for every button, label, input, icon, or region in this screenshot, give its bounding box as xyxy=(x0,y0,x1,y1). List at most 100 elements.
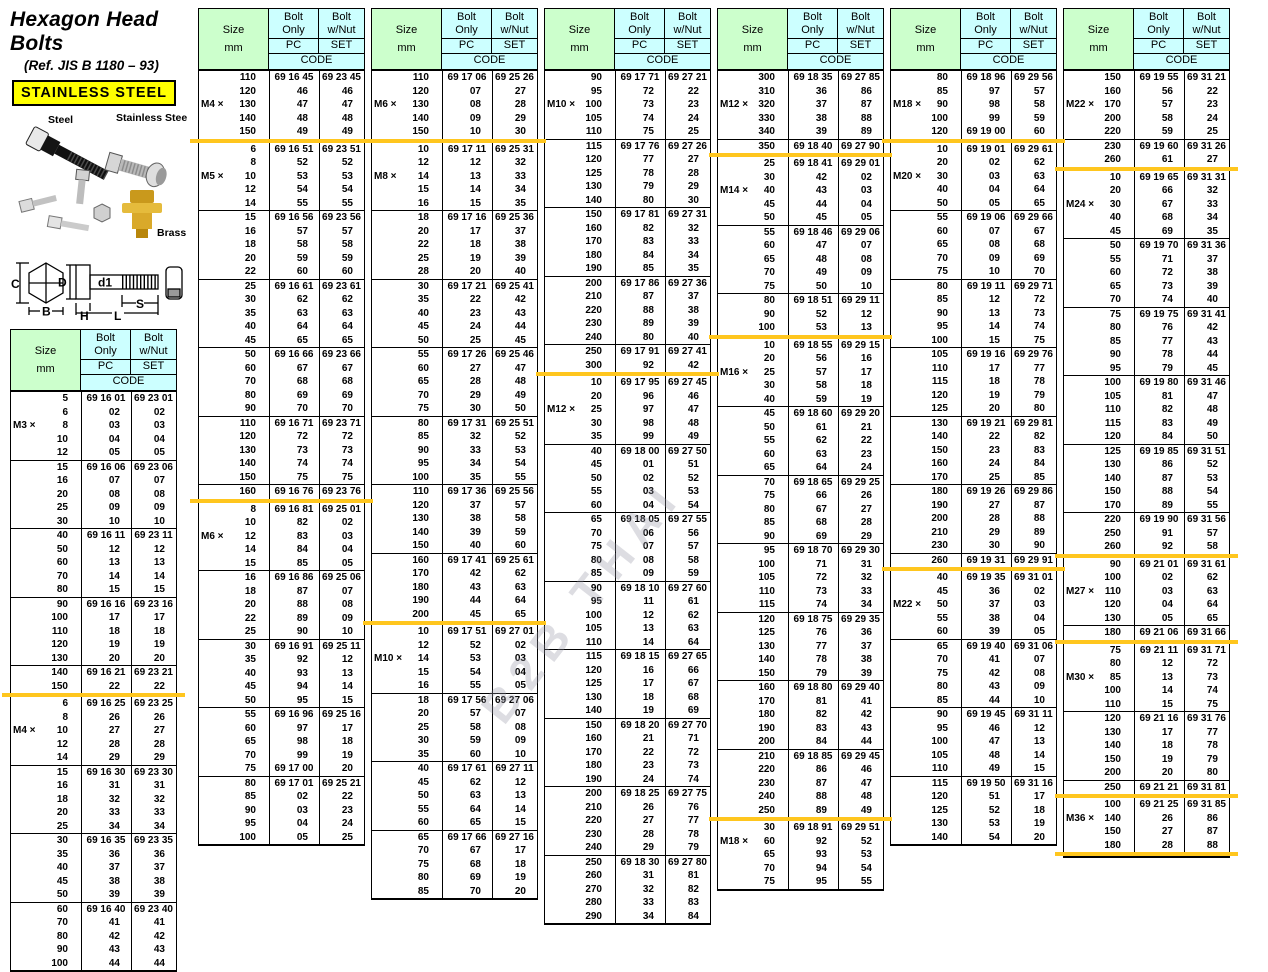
set-code-cell: 69 25 51 xyxy=(492,416,537,430)
pc-code-cell: 69 16 25 xyxy=(81,697,131,711)
set-code-cell: 25 xyxy=(665,125,710,139)
size-cell: 80 xyxy=(244,389,256,401)
table-row: 30 58 18 xyxy=(718,379,883,393)
size-cell: 15 xyxy=(56,461,68,473)
set-code-cell: 62 xyxy=(492,567,537,581)
table-row: 100 12 62 xyxy=(545,608,710,622)
size-cell: 18 xyxy=(56,793,68,805)
set-code-cell: 19 xyxy=(319,748,364,762)
set-code-cell: 70 xyxy=(1011,265,1056,279)
set-code-cell: 69 29 91 xyxy=(1011,553,1056,567)
size-cell: 25 xyxy=(244,280,256,292)
size-cell: 18 xyxy=(417,212,429,223)
table-row: 100 02 62 xyxy=(1064,571,1229,585)
size-cell: 100 xyxy=(1104,572,1121,583)
size-cell: 110 xyxy=(412,486,429,497)
size-cell: 100 xyxy=(585,609,602,621)
pc-code-cell: 45 xyxy=(442,607,492,621)
size-cell: 130 xyxy=(585,181,602,192)
table-row: 130 18 68 xyxy=(545,690,710,704)
pc-code-cell: 69 19 75 xyxy=(1134,307,1184,321)
size-cell: 10 xyxy=(56,433,68,445)
pc-code-cell: 69 17 16 xyxy=(442,211,492,225)
size-cell: 75 xyxy=(417,403,429,414)
table-row: 35 99 49 xyxy=(545,430,710,444)
set-code-cell: 17 xyxy=(492,844,537,858)
size-cell: 8 xyxy=(62,711,68,723)
pc-code-cell: 69 21 11 xyxy=(1134,643,1184,657)
table-row: 230 69 19 60 69 31 26 xyxy=(1064,139,1229,153)
set-code-cell: 44 xyxy=(1184,348,1229,362)
set-code-cell: 84 xyxy=(665,909,710,923)
table-row: 75 42 08 xyxy=(891,666,1056,680)
set-code-cell: 74 xyxy=(1184,684,1229,698)
table-row: 170 83 33 xyxy=(545,235,710,249)
table-body: 110 69 17 06 69 25 26 120 07 27 M6 × 130 08 28 140… xyxy=(363,71,546,900)
table-row: 20 88 08 xyxy=(199,598,364,612)
size-cell: 30 xyxy=(763,822,775,833)
table-row: 100 69 21 25 69 31 85 xyxy=(1064,798,1229,812)
size-cell: 125 xyxy=(585,167,602,179)
set-code-cell: 77 xyxy=(1184,725,1229,739)
pc-code-cell: 67 xyxy=(442,844,492,858)
pc-code-cell: 62 xyxy=(269,293,319,307)
table-row: 130 69 19 21 69 29 81 xyxy=(891,416,1056,430)
size-cell: 45 xyxy=(936,585,948,597)
pc-code-cell: 69 16 61 xyxy=(269,279,319,293)
set-code-cell: 69 29 20 xyxy=(838,407,883,421)
size-cell: 60 xyxy=(1109,267,1121,278)
set-code-cell: 77 xyxy=(665,814,710,828)
size-cell: 85 xyxy=(590,568,602,579)
table-row: M6 × 130 08 28 xyxy=(372,98,537,112)
table-row: 90 69 16 16 69 23 16 xyxy=(11,597,176,611)
stainless-photo-label: Stainless Steel xyxy=(116,112,188,124)
pc-code-cell: 69 18 35 xyxy=(788,71,838,85)
pc-code-cell: 97 xyxy=(615,403,665,417)
pc-code-cell: 84 xyxy=(269,543,319,557)
table-row: 35 92 12 xyxy=(199,653,364,667)
pc-code-cell: 69 19 26 xyxy=(961,485,1011,499)
table-row: 35 22 42 xyxy=(372,293,537,307)
size-cell: 30 xyxy=(56,835,68,846)
set-code-cell: 48 xyxy=(1184,403,1229,417)
set-code-cell: 28 xyxy=(492,98,537,112)
table-row: 60 04 54 xyxy=(545,498,710,512)
table-row: M12 × 25 97 47 xyxy=(545,403,710,417)
pc-code-cell: 98 xyxy=(269,735,319,749)
table-row: 50 63 13 xyxy=(372,789,537,803)
size-cell: 16 xyxy=(244,572,256,583)
table-row: 15 54 04 xyxy=(372,665,537,679)
size-cell: 65 xyxy=(763,462,775,473)
set-code-cell: 69 31 56 xyxy=(1184,513,1229,527)
pc-code-cell: 62 xyxy=(788,434,838,448)
family-divider xyxy=(1055,553,1238,558)
set-code-cell: 80 xyxy=(1011,402,1056,416)
table-row: 110 69 17 36 69 25 56 xyxy=(372,485,537,499)
table-row: 22 89 09 xyxy=(199,611,364,625)
table-row: 170 42 62 xyxy=(372,567,537,581)
dimension-diagram: C B D d1 H S L xyxy=(11,262,183,323)
size-cell: 30 xyxy=(417,735,429,746)
table-row: 220 27 77 xyxy=(545,814,710,828)
set-code-cell: 04 xyxy=(319,543,364,557)
set-code-cell: 03 xyxy=(492,652,537,666)
set-code-cell: 56 xyxy=(665,526,710,540)
table-row: 35 60 10 xyxy=(372,747,537,761)
size-cell: 55 xyxy=(763,435,775,446)
set-code-cell: 28 xyxy=(131,737,176,751)
size-cell: 55 xyxy=(590,486,602,497)
pc-code-cell: 34 xyxy=(442,457,492,471)
column-header-set: SET xyxy=(665,39,710,54)
set-code-cell: 69 23 25 xyxy=(131,697,176,711)
pc-code-cell: 43 xyxy=(81,943,131,957)
table-row: 180 43 63 xyxy=(372,580,537,594)
pc-code-cell: 83 xyxy=(269,529,319,543)
size-cell: 70 xyxy=(936,252,948,264)
set-code-cell: 09 xyxy=(838,266,883,280)
table-row: 200 84 44 xyxy=(718,735,883,749)
size-cell: 6 xyxy=(62,406,68,418)
pc-code-cell: 69 17 51 xyxy=(442,625,492,639)
size-cell: 60 xyxy=(763,240,775,251)
set-code-cell: 57 xyxy=(1184,526,1229,540)
set-code-cell: 22 xyxy=(1184,84,1229,98)
